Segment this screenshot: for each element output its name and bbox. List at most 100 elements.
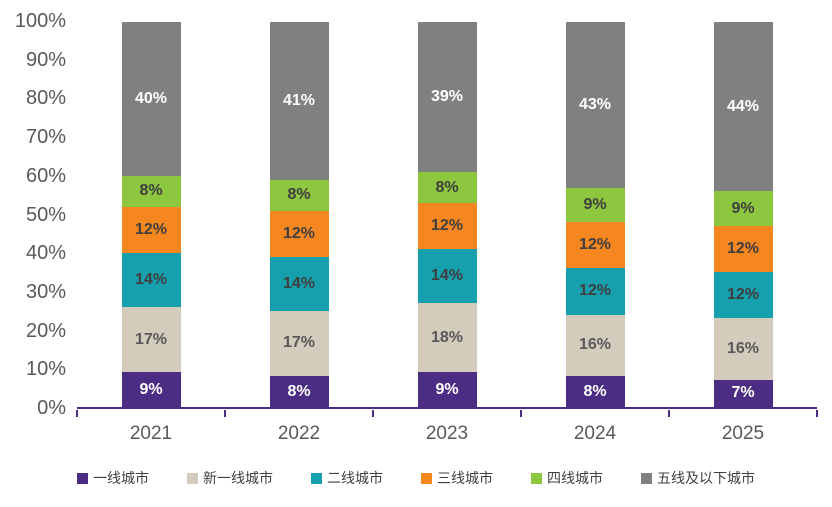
y-tick-label: 20% — [25, 319, 66, 342]
y-tick-label: 10% — [25, 358, 66, 381]
bar-segment-2022-一线城市: 8% — [269, 376, 329, 407]
x-tick-mark — [816, 410, 818, 417]
bar-segment-2021-四线城市: 8% — [121, 176, 181, 207]
segment-value-label: 8% — [583, 382, 607, 400]
segment-value-label: 9% — [435, 380, 459, 398]
segment-value-label: 12% — [726, 286, 760, 304]
y-tick-label: 100% — [14, 10, 66, 33]
y-tick-label: 60% — [25, 164, 66, 187]
x-category-label-2025: 2025 — [721, 423, 765, 444]
legend-item-三线城市: 三线城市 — [421, 468, 493, 488]
legend-swatch-icon — [311, 472, 322, 484]
y-tick-label: 80% — [25, 87, 66, 110]
bar-segment-2023-新一线城市: 18% — [417, 303, 477, 373]
bar-2025: 44% 9% 12% 12% 16% 7% — [713, 22, 773, 407]
bar-segment-2021-新一线城市: 17% — [121, 306, 181, 373]
x-tick-mark — [372, 410, 374, 417]
segment-value-label: 43% — [578, 95, 612, 113]
bar-segment-2023-一线城市: 9% — [417, 372, 477, 407]
bar-segment-2021-三线城市: 12% — [121, 206, 181, 253]
bar-slot-2023: 39% 8% 12% 14% 18% 9% — [373, 22, 521, 407]
segment-value-label: 18% — [430, 328, 464, 346]
segment-value-label: 12% — [578, 236, 612, 254]
bar-segment-2021-一线城市: 9% — [121, 372, 181, 407]
segment-value-label: 17% — [282, 334, 316, 352]
legend-label: 三线城市 — [437, 470, 493, 486]
legend-item-二线城市: 二线城市 — [311, 468, 383, 488]
legend-swatch-icon — [531, 472, 542, 484]
segment-value-label: 9% — [139, 380, 163, 398]
bar-slot-2022: 41% 8% 12% 14% 17% 8% — [225, 22, 373, 407]
segment-value-label: 14% — [282, 274, 316, 292]
segment-value-label: 7% — [731, 384, 755, 402]
bar-2023: 39% 8% 12% 14% 18% 9% — [417, 22, 477, 407]
segment-value-label: 8% — [435, 178, 459, 196]
x-tick-mark — [76, 410, 78, 417]
segment-value-label: 12% — [578, 282, 612, 300]
bar-segment-2023-二线城市: 14% — [417, 249, 477, 304]
bar-segment-2025-二线城市: 12% — [713, 272, 773, 319]
y-tick-label: 30% — [25, 280, 66, 303]
bar-segment-2025-新一线城市: 16% — [713, 318, 773, 380]
bar-segment-2025-三线城市: 12% — [713, 226, 773, 273]
y-tick-label: 90% — [25, 48, 66, 71]
segment-value-label: 8% — [287, 382, 311, 400]
bar-segment-2024-五线及以下城市: 43% — [565, 22, 625, 188]
legend-label: 四线城市 — [547, 470, 603, 486]
chart-legend: 一线城市 新一线城市 二线城市 三线城市 四线城市 五线及以下城市 — [0, 468, 832, 488]
bar-slot-2021: 40% 8% 12% 14% 17% 9% — [77, 22, 225, 407]
bar-segment-2023-五线及以下城市: 39% — [417, 22, 477, 173]
x-category-label-2022: 2022 — [277, 423, 321, 444]
segment-value-label: 12% — [430, 217, 464, 235]
legend-label: 一线城市 — [93, 470, 149, 486]
x-category-label-2021: 2021 — [129, 423, 173, 444]
bar-2024: 43% 9% 12% 12% 16% 8% — [565, 22, 625, 407]
bar-segment-2024-二线城市: 12% — [565, 268, 625, 315]
x-tick-mark — [668, 410, 670, 417]
bar-segment-2023-三线城市: 12% — [417, 202, 477, 250]
segment-value-label: 16% — [726, 340, 760, 358]
bar-segment-2022-二线城市: 14% — [269, 256, 329, 311]
bar-segment-2021-二线城市: 14% — [121, 252, 181, 307]
bar-segment-2024-四线城市: 9% — [565, 187, 625, 223]
segment-value-label: 41% — [282, 91, 316, 109]
segment-value-label: 12% — [726, 240, 760, 258]
plot-area: 40% 8% 12% 14% 17% 9% 41% 8% 12% 14% 17% 8% 39% 8% 12%… — [77, 22, 817, 409]
x-tick-mark — [520, 410, 522, 417]
bar-segment-2022-五线及以下城市: 41% — [269, 22, 329, 180]
bar-slot-2025: 44% 9% 12% 12% 16% 7% — [669, 22, 817, 407]
legend-swatch-icon — [187, 472, 198, 484]
bar-segment-2024-一线城市: 8% — [565, 376, 625, 407]
legend-swatch-icon — [641, 472, 652, 484]
x-category-label-2023: 2023 — [425, 423, 469, 444]
segment-value-label: 8% — [287, 186, 311, 204]
y-tick-label: 0% — [37, 397, 66, 420]
bar-segment-2023-四线城市: 8% — [417, 172, 477, 203]
segment-value-label: 14% — [134, 270, 168, 288]
segment-value-label: 14% — [430, 267, 464, 285]
segment-value-label: 12% — [282, 224, 316, 242]
legend-item-四线城市: 四线城市 — [531, 468, 603, 488]
bar-segment-2024-三线城市: 12% — [565, 222, 625, 269]
bar-2021: 40% 8% 12% 14% 17% 9% — [121, 22, 181, 407]
segment-value-label: 9% — [583, 195, 607, 213]
segment-value-label: 17% — [134, 330, 168, 348]
legend-label: 二线城市 — [327, 470, 383, 486]
segment-value-label: 39% — [430, 88, 464, 106]
y-tick-label: 40% — [25, 242, 66, 265]
x-tick-mark — [224, 410, 226, 417]
segment-value-label: 16% — [578, 336, 612, 354]
x-axis: 2021 2022 2023 2024 2025 — [77, 423, 817, 445]
legend-label: 五线及以下城市 — [657, 470, 755, 486]
legend-item-五线及以下城市: 五线及以下城市 — [641, 468, 755, 488]
bar-segment-2022-新一线城市: 17% — [269, 310, 329, 377]
legend-swatch-icon — [77, 472, 88, 484]
y-axis: 0% 10% 20% 30% 40% 50% 60% 70% 80% 90% 100% — [0, 10, 66, 419]
segment-value-label: 8% — [139, 182, 163, 200]
x-category-label-2024: 2024 — [573, 423, 617, 444]
bar-segment-2021-五线及以下城市: 40% — [121, 22, 181, 176]
segment-value-label: 40% — [134, 90, 168, 107]
bar-segment-2022-四线城市: 8% — [269, 179, 329, 211]
segment-value-label: 12% — [134, 220, 168, 238]
